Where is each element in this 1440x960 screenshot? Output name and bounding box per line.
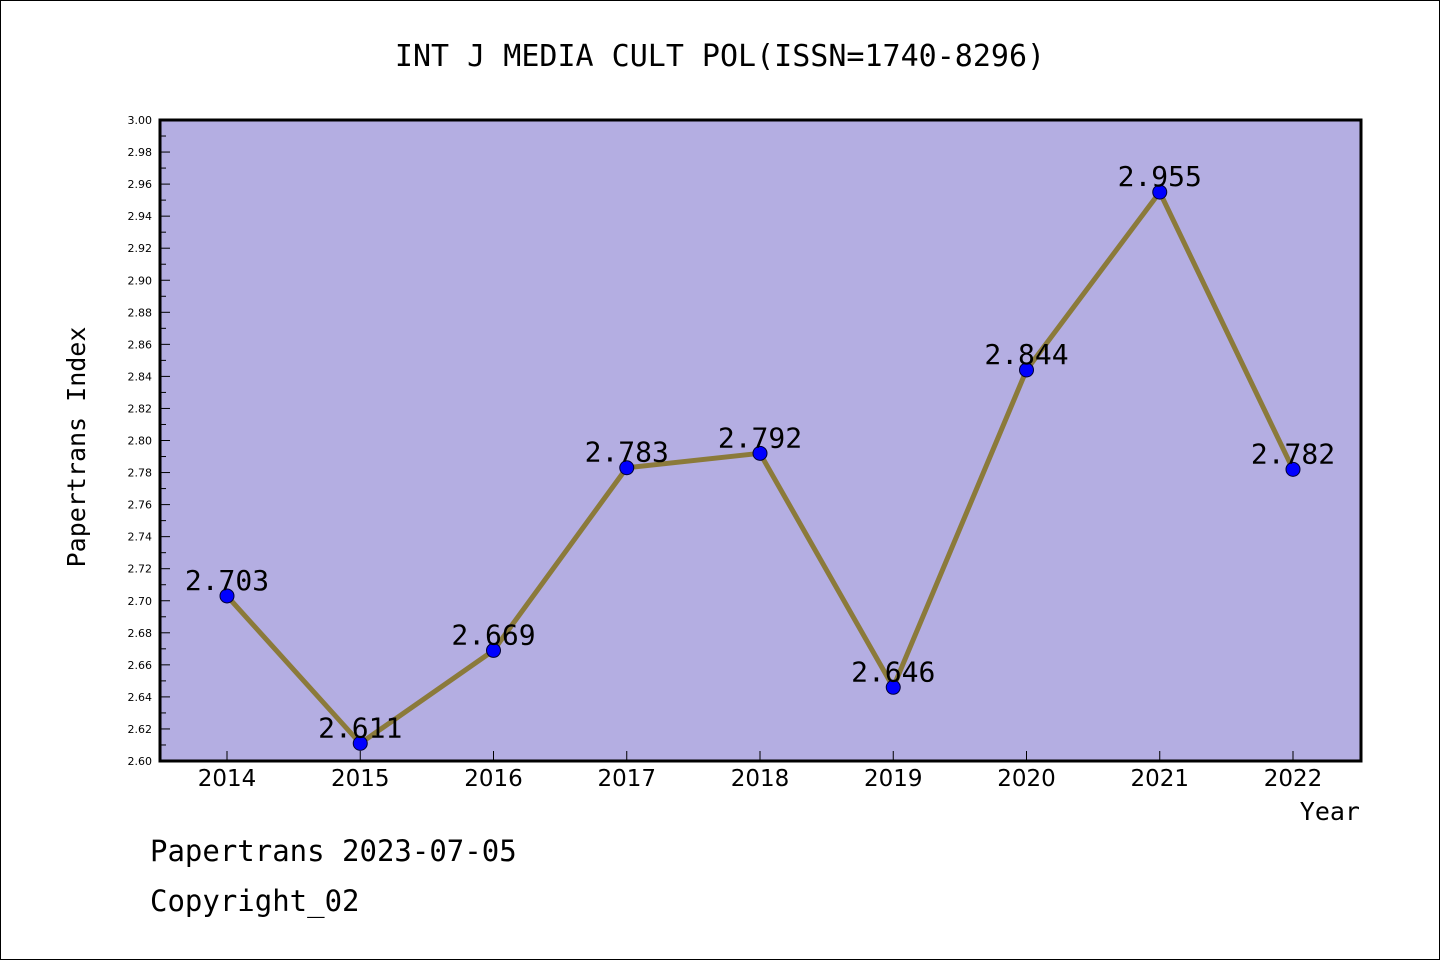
y-axis-label: Papertrans Index (62, 327, 91, 568)
data-point-2017 (619, 460, 635, 476)
y-tick-label: 2.62 (128, 723, 153, 736)
data-label-2017: 2.783 (585, 436, 669, 469)
y-tick-label: 2.82 (128, 402, 153, 415)
data-point-2020 (1019, 362, 1034, 378)
y-tick-label: 2.94 (128, 210, 153, 223)
x-tick-label: 2014 (198, 766, 257, 792)
footer-date: Papertrans 2023-07-05 (150, 834, 517, 868)
data-point-2019 (885, 679, 901, 695)
x-tick-label: 2016 (464, 766, 523, 792)
data-point-2014 (219, 588, 235, 604)
data-label-2015: 2.611 (318, 711, 402, 744)
footer-copyright: Copyright_02 (150, 884, 360, 918)
x-tick-label: 2021 (1130, 766, 1189, 792)
x-tick-label: 2019 (864, 766, 923, 792)
y-tick-label: 2.90 (128, 274, 153, 287)
x-tick-label: 2017 (597, 766, 656, 792)
y-tick-label: 2.66 (128, 659, 153, 672)
chart-title: INT J MEDIA CULT POL(ISSN=1740-8296) (395, 39, 1045, 74)
y-tick-label: 2.84 (128, 370, 153, 383)
y-tick-label: 2.70 (128, 595, 153, 608)
y-tick-label: 2.64 (128, 691, 153, 704)
y-axis: 2.60 2.62 2.64 2.66 2.68 2.70 2.72 2.74 2.76 2.78… (128, 114, 170, 768)
data-label-2018: 2.792 (718, 421, 802, 454)
data-label-2019: 2.646 (851, 655, 935, 688)
y-tick-label: 2.78 (128, 467, 153, 480)
y-tick-label: 2.96 (128, 178, 153, 191)
y-tick-label: 2.74 (128, 531, 153, 544)
y-tick-label: 2.92 (128, 242, 153, 255)
plot-area (158, 118, 1363, 763)
data-point-2018 (752, 445, 768, 461)
y-tick-label: 2.76 (128, 499, 153, 512)
data-labels: 2.703 2.611 2.669 2.783 2.792 2.646 2.844 2.955… (185, 160, 1335, 744)
data-label-2022: 2.782 (1251, 437, 1335, 470)
y-tick-label: 2.86 (128, 338, 153, 351)
y-tick-label: 2.68 (128, 627, 153, 640)
data-label-2021: 2.955 (1118, 160, 1202, 193)
x-tick-label: 2020 (997, 766, 1056, 792)
y-tick-label: 2.98 (128, 146, 153, 159)
y-tick-label: 2.80 (128, 435, 153, 448)
data-point-2021 (1152, 184, 1168, 200)
data-point-2016 (486, 642, 501, 658)
data-label-2016: 2.669 (451, 618, 535, 651)
x-tick-label: 2022 (1264, 766, 1323, 792)
x-tick-label: 2018 (731, 766, 790, 792)
y-tick-label: 2.72 (128, 563, 153, 576)
data-point-2015 (352, 735, 368, 751)
y-tick-label: 2.88 (128, 306, 153, 319)
x-tick-label: 2015 (331, 766, 390, 792)
x-axis-label: Year (1300, 797, 1360, 826)
data-point-2022 (1285, 461, 1301, 477)
y-tick-label: 2.60 (128, 755, 153, 768)
series-markers (219, 184, 1301, 751)
y-tick-label: 3.00 (128, 114, 153, 127)
data-label-2020: 2.844 (984, 338, 1068, 371)
data-label-2014: 2.703 (185, 564, 269, 597)
x-axis: 2014 2015 2016 2017 2018 2019 2020 2021 2022 (198, 751, 1323, 792)
